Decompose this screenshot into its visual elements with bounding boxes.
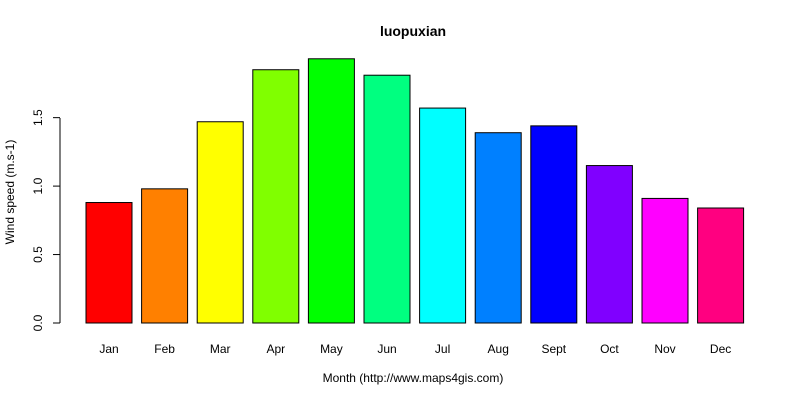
y-axis-label: Wind speed (m.s-1) [3,140,17,245]
x-tick-label: Sept [541,342,566,356]
y-tick-label: 1.0 [31,177,45,194]
x-axis-tick-labels: Jan Feb Mar Apr May Jun Jul Aug Sept Oct Nov Dec [99,342,731,356]
bar-oct [585,165,633,324]
x-axis-label: Month (http://www.maps4gis.com) [323,371,504,385]
bar-apr [252,69,300,324]
x-tick-label: Aug [488,342,509,356]
bar-may [307,58,355,324]
bar-jun [363,74,411,324]
y-tick-label: 0.5 [31,246,45,263]
bar-feb [141,188,189,324]
x-tick-label: Jul [435,342,450,356]
bar-sept [530,125,578,324]
chart-title: luopuxian [380,23,446,39]
bar-jul [419,107,467,324]
y-axis-ticks: 0.0 0.5 1.0 1.5 [31,109,60,331]
x-tick-label: May [320,342,343,356]
x-tick-label: Nov [654,342,675,356]
x-tick-label: Jun [377,342,396,356]
bar-dec [697,207,745,324]
x-tick-label: Apr [266,342,285,356]
x-tick-label: Dec [710,342,731,356]
x-tick-label: Mar [210,342,231,356]
x-tick-label: Oct [600,342,619,356]
bars-group [85,58,745,324]
bar-jan [85,202,133,324]
x-tick-label: Jan [99,342,118,356]
x-tick-label: Feb [154,342,175,356]
y-tick-label: 0.0 [31,314,45,331]
bar-mar [196,121,244,324]
bar-aug [474,132,522,324]
y-tick-label: 1.5 [31,109,45,126]
bar-nov [641,197,689,324]
